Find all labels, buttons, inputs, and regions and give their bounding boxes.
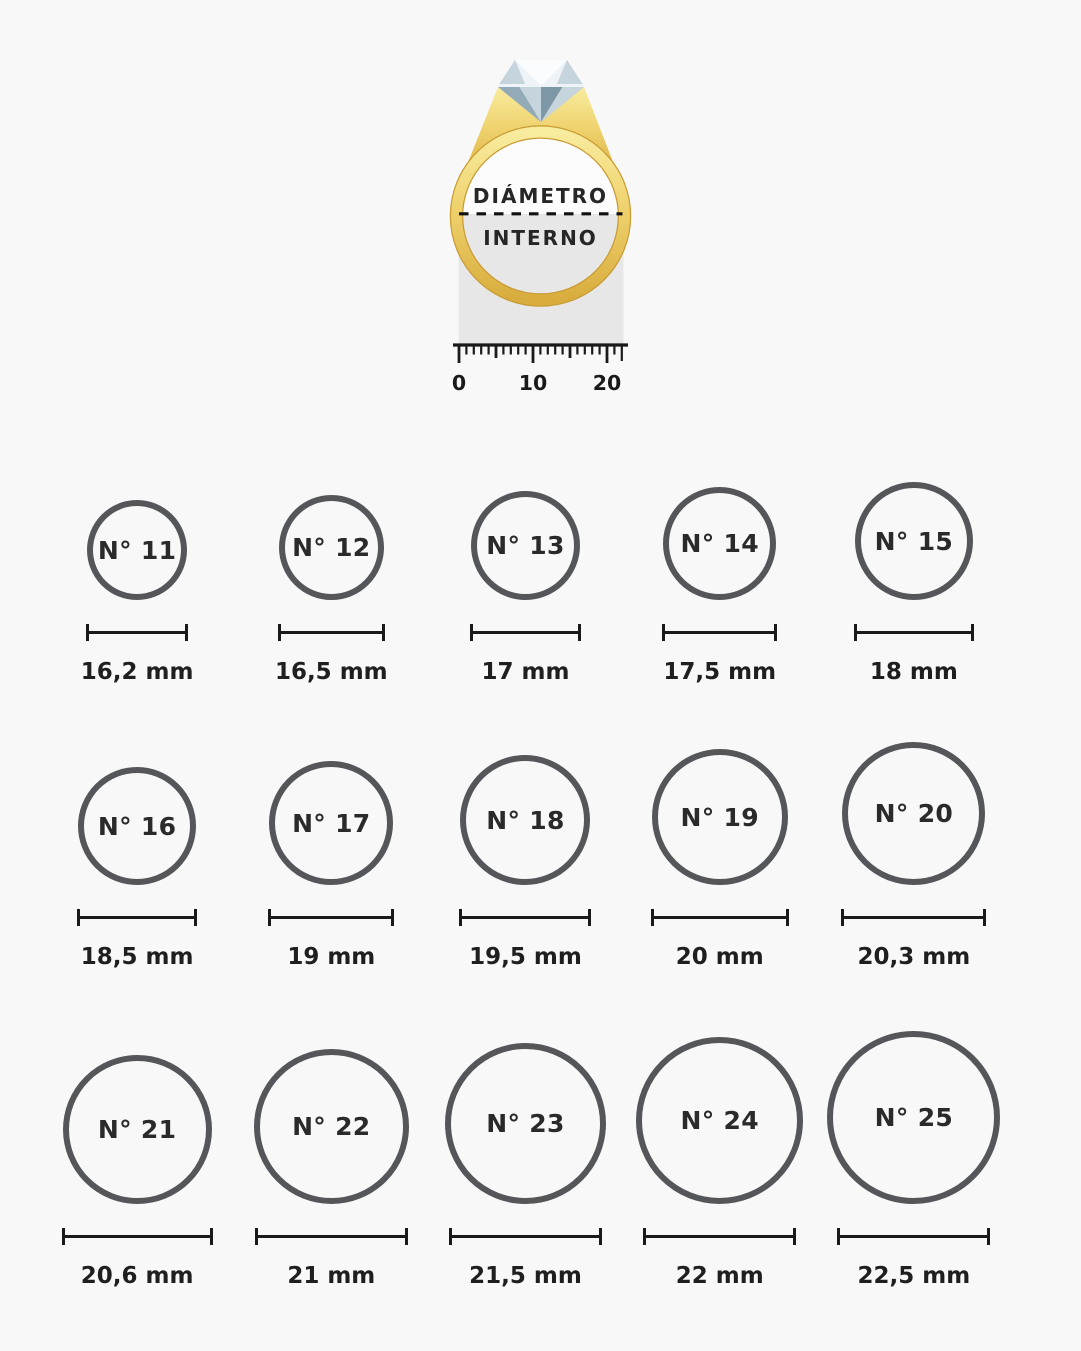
ring-circle: N° 21 — [62, 1055, 212, 1204]
ring-circle: N° 18 — [460, 755, 591, 885]
diameter-label: 22 mm — [675, 1263, 764, 1289]
diameter-label: 20,6 mm — [80, 1263, 194, 1289]
ring-size-number: N° 16 — [97, 811, 177, 841]
diameter-label: 19,5 mm — [469, 944, 582, 970]
ring-circle: N° 13 — [470, 491, 580, 600]
ring-circle: N° 11 — [87, 500, 188, 600]
size-row-1: N° 11 16,2 mm N° 12 16,5 mm N° 13 17 mm … — [40, 420, 1011, 688]
ring-size-number: N° 19 — [680, 802, 759, 832]
diameter-measure-line — [841, 909, 987, 926]
diameter-measure-line — [837, 1228, 991, 1245]
ring-size-number: N° 15 — [874, 526, 954, 556]
ring-size-number: N° 17 — [292, 808, 371, 838]
ring-size-item: N° 18 19,5 mm — [428, 688, 622, 973]
ring-size-item: N° 12 16,5 mm — [234, 420, 428, 688]
ruler-label-20: 20 — [593, 371, 622, 395]
ring-size-number: N° 21 — [97, 1115, 177, 1144]
diameter-measure-line — [650, 909, 789, 926]
diameter-label: 20 mm — [675, 944, 764, 970]
diameter-measure-line — [459, 909, 592, 926]
diameter-label: 20,3 mm — [857, 944, 971, 970]
ring-size-item: N° 22 21 mm — [234, 973, 428, 1292]
diameter-label: 17 mm — [481, 659, 570, 685]
ring-circle: N° 17 — [269, 761, 394, 885]
ring-size-item: N° 11 16,2 mm — [40, 420, 234, 688]
ring-size-grid: N° 11 16,2 mm N° 12 16,5 mm N° 13 17 mm … — [0, 420, 1081, 1292]
ring-size-item: N° 25 22,5 mm — [817, 973, 1011, 1292]
diameter-label: 19 mm — [287, 944, 376, 970]
diameter-measure-line — [662, 624, 778, 641]
diameter-measure-line — [268, 909, 395, 926]
diameter-measure-line — [643, 1228, 797, 1245]
diameter-measure-line — [77, 909, 198, 926]
ring-circle: N° 16 — [78, 767, 197, 885]
diameter-measure-line — [448, 1228, 602, 1245]
size-row-3: N° 21 20,6 mm N° 22 21 mm N° 23 21,5 mm … — [40, 973, 1011, 1292]
diameter-measure-line — [254, 1228, 408, 1245]
ruler-label-0: 0 — [452, 371, 466, 395]
diameter-measure-line — [853, 624, 974, 641]
diameter-label: 21 mm — [287, 1263, 376, 1289]
ring-size-number: N° 14 — [680, 529, 759, 558]
diameter-measure-line — [61, 1228, 213, 1245]
ring-size-item: N° 21 20,6 mm — [40, 973, 234, 1292]
ring-size-item: N° 17 19 mm — [234, 688, 428, 973]
ring-size-number: N° 24 — [680, 1106, 759, 1135]
ring-size-item: N° 14 17,5 mm — [623, 420, 817, 688]
diameter-label: 18,5 mm — [80, 944, 194, 970]
ring-size-item: N° 20 20,3 mm — [817, 688, 1011, 973]
ring-size-item: N° 15 18 mm — [817, 420, 1011, 688]
ring-size-number: N° 18 — [486, 805, 565, 835]
ring-size-number: N° 23 — [486, 1109, 565, 1138]
ring-circle: N° 20 — [842, 742, 986, 885]
ring-size-number: N° 11 — [97, 535, 177, 565]
ring-circle: N° 23 — [444, 1043, 606, 1204]
ring-size-number: N° 12 — [292, 533, 371, 562]
caption-interno: INTERNO — [483, 226, 598, 250]
ring-circle: N° 24 — [636, 1037, 804, 1204]
ruler-ticks — [457, 346, 623, 363]
diameter-measure-line — [86, 624, 189, 641]
ring-circle: N° 12 — [278, 495, 384, 600]
ring-size-item: N° 23 21,5 mm — [428, 973, 622, 1292]
diameter-label: 16,2 mm — [80, 659, 194, 685]
ring-size-number: N° 25 — [874, 1103, 954, 1132]
diamond-icon — [498, 60, 584, 122]
diameter-label: 16,5 mm — [274, 659, 388, 685]
ring-band — [449, 125, 632, 307]
ring-circle: N° 14 — [663, 487, 777, 600]
ring-circle: N° 22 — [253, 1049, 409, 1204]
ring-size-item: N° 19 20 mm — [623, 688, 817, 973]
ring-size-item: N° 24 22 mm — [623, 973, 817, 1292]
ruler-label-10: 10 — [519, 371, 548, 395]
diameter-measure-line — [277, 624, 385, 641]
diameter-label: 21,5 mm — [469, 1263, 582, 1289]
ring-circle: N° 19 — [651, 749, 788, 885]
diameter-measure-line — [469, 624, 581, 641]
ring-size-item: N° 13 17 mm — [428, 420, 622, 688]
diameter-label: 22,5 mm — [857, 1263, 971, 1289]
ring-diameter-illustration: DIÁMETRO INTERNO 0 10 20 — [449, 60, 632, 395]
caption-diametro: DIÁMETRO — [473, 184, 608, 208]
size-row-2: N° 16 18,5 mm N° 17 19 mm N° 18 19,5 mm … — [40, 688, 1011, 973]
ring-circle: N° 15 — [854, 482, 973, 600]
ring-size-number: N° 20 — [874, 799, 954, 828]
diameter-label: 17,5 mm — [663, 659, 777, 685]
ring-size-item: N° 16 18,5 mm — [40, 688, 234, 973]
ring-size-number: N° 13 — [486, 531, 565, 560]
diameter-label: 18 mm — [869, 659, 958, 685]
ruler: 0 10 20 — [452, 343, 628, 395]
ring-size-number: N° 22 — [292, 1112, 371, 1141]
ring-circle: N° 25 — [827, 1031, 1001, 1204]
